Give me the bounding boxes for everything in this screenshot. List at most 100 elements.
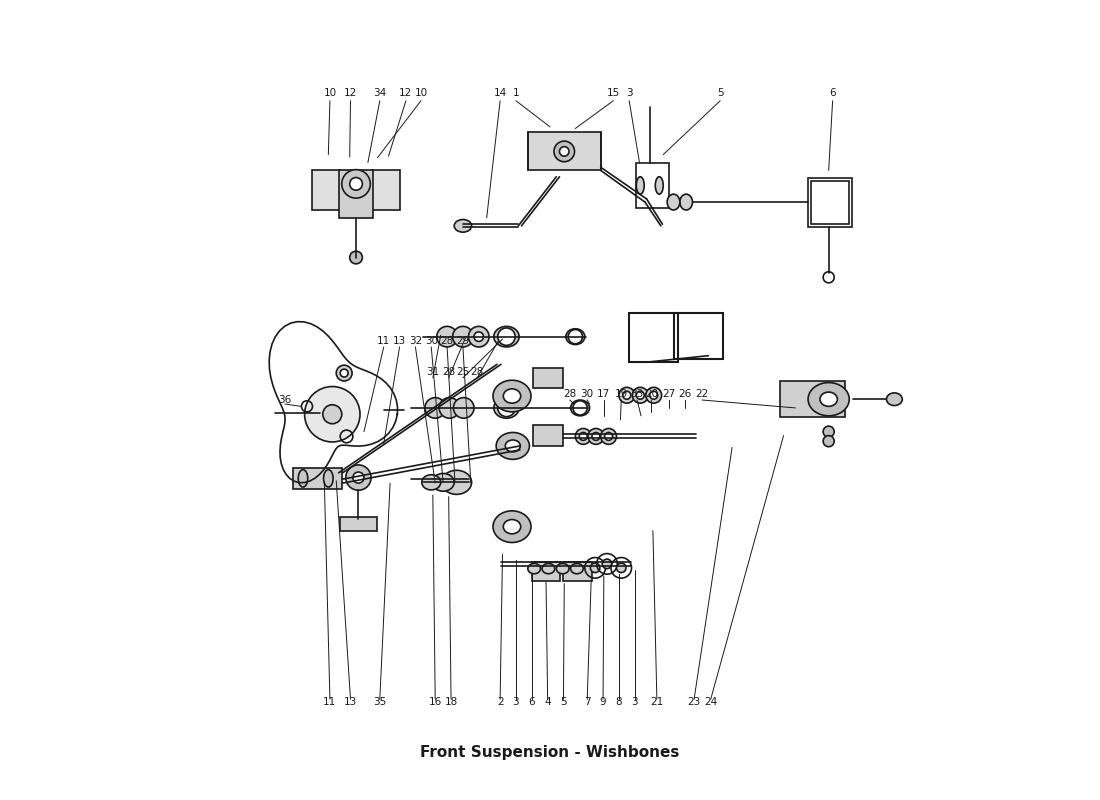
Circle shape: [342, 170, 371, 198]
Text: 28: 28: [471, 366, 484, 377]
Text: 10: 10: [323, 88, 337, 98]
Bar: [629, 313, 679, 362]
Text: 12: 12: [399, 88, 412, 98]
Circle shape: [474, 332, 484, 342]
Ellipse shape: [298, 470, 308, 487]
Text: 13: 13: [393, 336, 406, 346]
Bar: [372, 170, 400, 210]
Text: 19: 19: [615, 389, 628, 398]
Text: 12: 12: [344, 88, 358, 98]
Text: 6: 6: [829, 88, 836, 98]
Ellipse shape: [557, 563, 569, 574]
Text: 21: 21: [650, 698, 663, 707]
Circle shape: [619, 387, 635, 403]
Text: 22: 22: [695, 389, 708, 398]
Ellipse shape: [636, 177, 645, 194]
Ellipse shape: [680, 194, 693, 210]
Circle shape: [453, 398, 474, 418]
Ellipse shape: [504, 519, 520, 534]
Text: 13: 13: [344, 698, 358, 707]
Ellipse shape: [820, 392, 837, 406]
Text: 28: 28: [440, 336, 453, 346]
Ellipse shape: [454, 219, 472, 232]
Circle shape: [350, 251, 362, 264]
Circle shape: [636, 391, 645, 399]
Circle shape: [437, 326, 458, 347]
Text: 36: 36: [278, 395, 292, 405]
Bar: [563, 562, 592, 581]
Ellipse shape: [656, 177, 663, 194]
Bar: [531, 562, 560, 581]
Ellipse shape: [493, 380, 531, 412]
Bar: [311, 170, 340, 210]
Circle shape: [350, 178, 362, 190]
Bar: [339, 170, 374, 218]
Ellipse shape: [494, 326, 519, 347]
Ellipse shape: [808, 382, 849, 416]
Circle shape: [592, 433, 600, 440]
Text: 14: 14: [494, 88, 507, 98]
Ellipse shape: [504, 389, 520, 403]
Bar: [636, 162, 669, 209]
Text: 9: 9: [600, 698, 606, 707]
Text: 25: 25: [456, 366, 470, 377]
Text: Front Suspension - Wishbones: Front Suspension - Wishbones: [420, 745, 680, 760]
Circle shape: [646, 387, 661, 403]
Circle shape: [345, 465, 371, 490]
Text: 15: 15: [607, 88, 620, 98]
Circle shape: [337, 365, 352, 381]
Text: 16: 16: [429, 698, 442, 707]
Circle shape: [580, 433, 587, 440]
Ellipse shape: [421, 474, 441, 490]
Ellipse shape: [542, 563, 554, 574]
Circle shape: [498, 399, 515, 417]
Text: 24: 24: [704, 698, 717, 707]
Text: 6: 6: [528, 698, 535, 707]
Text: 31: 31: [426, 366, 440, 377]
Circle shape: [560, 146, 569, 156]
Circle shape: [498, 328, 515, 346]
Circle shape: [322, 405, 342, 424]
Bar: [528, 133, 601, 170]
Text: 3: 3: [626, 88, 632, 98]
Text: 26: 26: [678, 389, 691, 398]
Text: 30: 30: [581, 389, 594, 398]
Ellipse shape: [505, 440, 520, 452]
Text: 33: 33: [630, 389, 644, 398]
Text: 35: 35: [373, 698, 386, 707]
Circle shape: [573, 401, 587, 415]
Text: 7: 7: [584, 698, 591, 707]
Ellipse shape: [493, 511, 531, 542]
Text: 29: 29: [456, 336, 470, 346]
Circle shape: [469, 326, 490, 347]
Text: 34: 34: [373, 88, 386, 98]
Circle shape: [603, 559, 612, 569]
Text: 23: 23: [688, 698, 701, 707]
Text: 32: 32: [409, 336, 422, 346]
Text: 17: 17: [597, 389, 611, 398]
Ellipse shape: [496, 433, 529, 459]
Bar: [340, 517, 376, 531]
Circle shape: [823, 426, 834, 438]
Ellipse shape: [494, 398, 519, 418]
Ellipse shape: [571, 563, 583, 574]
Text: 28: 28: [563, 389, 576, 398]
Text: 5: 5: [717, 88, 724, 98]
Circle shape: [554, 141, 574, 162]
Text: 18: 18: [444, 698, 458, 707]
Ellipse shape: [571, 400, 590, 416]
Ellipse shape: [887, 393, 902, 406]
Text: 11: 11: [377, 336, 390, 346]
Circle shape: [623, 391, 630, 399]
Ellipse shape: [565, 329, 585, 345]
Ellipse shape: [528, 563, 540, 574]
Text: 8: 8: [616, 698, 623, 707]
Circle shape: [340, 369, 348, 377]
Text: 27: 27: [662, 389, 675, 398]
Circle shape: [452, 326, 473, 347]
Circle shape: [601, 429, 616, 444]
Bar: [673, 313, 723, 359]
Circle shape: [575, 429, 591, 444]
Ellipse shape: [432, 474, 454, 491]
Circle shape: [823, 436, 834, 446]
